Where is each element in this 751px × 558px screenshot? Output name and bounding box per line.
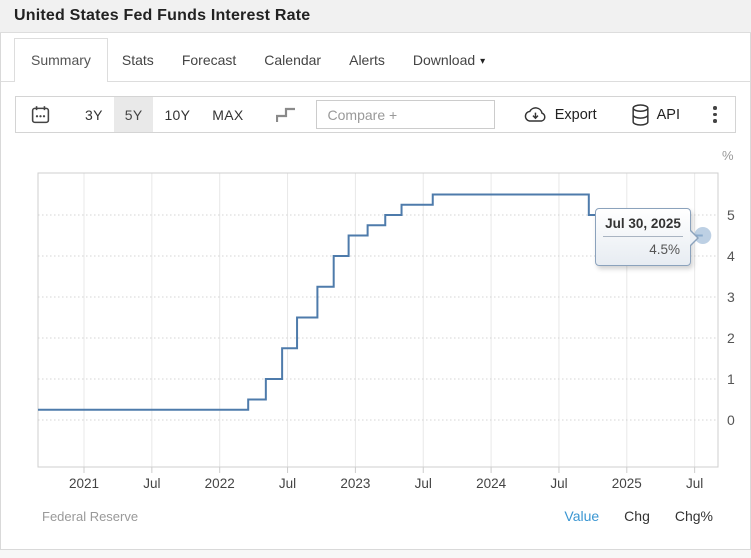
rate-series-line <box>38 193 703 411</box>
step-line-icon <box>275 107 295 122</box>
y-tick-label: 2 <box>727 330 735 346</box>
date-range-button[interactable] <box>28 103 52 127</box>
export-button[interactable]: Export <box>522 105 597 124</box>
tab-alerts[interactable]: Alerts <box>349 52 385 68</box>
range-max[interactable]: MAX <box>212 106 244 123</box>
source-label: Federal Reserve <box>42 509 139 524</box>
compare-input[interactable] <box>315 100 495 129</box>
range-3y[interactable]: 3Y <box>85 106 103 123</box>
y-tick-label: 3 <box>727 289 735 305</box>
more-options-button[interactable] <box>708 104 722 126</box>
mode-chg-pct[interactable]: Chg% <box>674 508 713 524</box>
caret-down-icon: ▾ <box>480 56 486 67</box>
y-tick-label: 1 <box>727 371 735 387</box>
toolbar-right: Export API <box>522 103 735 126</box>
api-button[interactable]: API <box>631 103 680 126</box>
mode-value[interactable]: Value <box>564 508 600 524</box>
range-10y[interactable]: 10Y <box>164 106 191 123</box>
x-tick-label: Jul <box>415 476 432 491</box>
x-tick-label: 2021 <box>69 476 99 491</box>
mode-chg[interactable]: Chg <box>624 508 650 524</box>
cloud-download-icon <box>524 107 546 122</box>
range-5y[interactable]: 5Y <box>113 97 154 132</box>
y-tick-label: 5 <box>727 207 735 223</box>
y-axis-unit: % <box>722 148 734 163</box>
calendar-icon <box>31 106 49 124</box>
range-selector: 3Y 5Y 10Y MAX <box>74 97 255 132</box>
kebab-icon <box>713 106 717 110</box>
y-tick-label: 4 <box>727 248 735 264</box>
x-tick-label: Jul <box>143 476 160 491</box>
api-label: API <box>656 106 680 123</box>
x-tick-label: Jul <box>686 476 703 491</box>
tab-calendar[interactable]: Calendar <box>264 52 322 68</box>
page-header: United States Fed Funds Interest Rate <box>0 0 751 33</box>
tooltip-date: Jul 30, 2025 <box>603 209 683 237</box>
x-tick-label: Jul <box>550 476 567 491</box>
x-tick-label: 2025 <box>612 476 642 491</box>
page-title: United States Fed Funds Interest Rate <box>14 7 311 24</box>
content-card: Summary Stats Forecast Calendar Alerts Downlo… <box>0 33 751 550</box>
x-tick-label: 2022 <box>205 476 235 491</box>
x-tick-label: 2023 <box>340 476 370 491</box>
database-icon <box>632 103 649 126</box>
display-mode-switcher: Value Chg Chg% <box>564 508 713 524</box>
y-tick-label: 0 <box>727 412 735 428</box>
chart-toolbar: 3Y 5Y 10Y MAX Export <box>15 96 736 133</box>
tab-bar: Summary Stats Forecast Calendar Alerts Downlo… <box>1 33 750 82</box>
tab-stats[interactable]: Stats <box>121 52 154 68</box>
chart-type-button[interactable] <box>275 103 303 127</box>
x-tick-label: 2024 <box>476 476 507 491</box>
plot-border <box>37 172 719 468</box>
tab-summary[interactable]: Summary <box>14 38 108 82</box>
tooltip-value: 4.5% <box>649 242 680 257</box>
export-label: Export <box>554 106 597 123</box>
tab-forecast[interactable]: Forecast <box>181 52 237 68</box>
x-tick-label: Jul <box>279 476 296 491</box>
tab-download[interactable]: Download ▾ <box>412 52 486 68</box>
chart-tooltip: Jul 30, 2025 4.5% <box>595 208 699 266</box>
rate-chart[interactable]: 2021 Jul 2022 Jul 2023 Jul 2024 Jul 2025 Jul 0 1 2 3 4… <box>1 140 751 540</box>
